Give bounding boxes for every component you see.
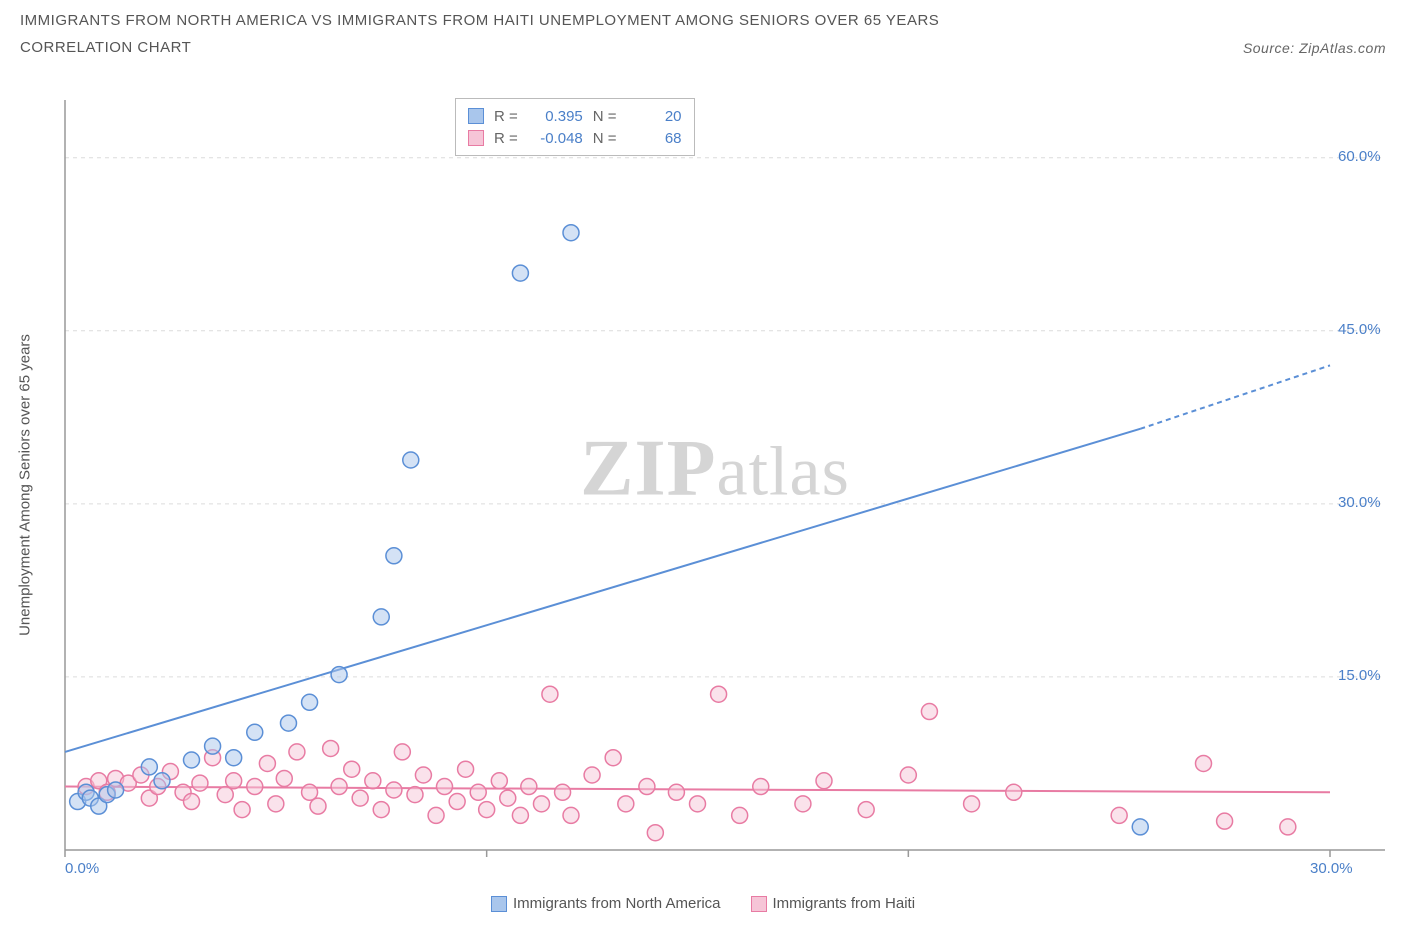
x-tick-label: 30.0% (1310, 860, 1353, 877)
legend-swatch-a-icon (491, 896, 507, 912)
legend-swatch-a (468, 108, 484, 124)
scatter-plot (60, 90, 1395, 880)
series-legend: Immigrants from North America Immigrants… (0, 895, 1406, 912)
legend-item-series-a: Immigrants from North America (491, 895, 721, 912)
chart-title: IMMIGRANTS FROM NORTH AMERICA VS IMMIGRA… (20, 12, 1386, 29)
x-tick-label: 0.0% (65, 860, 99, 877)
y-tick-label: 60.0% (1338, 148, 1381, 165)
legend-swatch-b (468, 130, 484, 146)
legend-row-series-a: R = 0.395 N = 20 (468, 105, 682, 127)
y-tick-label: 15.0% (1338, 667, 1381, 684)
legend-item-series-b: Immigrants from Haiti (751, 895, 916, 912)
legend-swatch-b-icon (751, 896, 767, 912)
correlation-legend-box: R = 0.395 N = 20 R = -0.048 N = 68 (455, 98, 695, 156)
legend-row-series-b: R = -0.048 N = 68 (468, 127, 682, 149)
y-axis-label: Unemployment Among Seniors over 65 years (17, 334, 34, 636)
chart-subtitle: CORRELATION CHART (20, 39, 191, 56)
chart-area: Unemployment Among Seniors over 65 years… (35, 90, 1395, 880)
y-tick-label: 30.0% (1338, 494, 1381, 511)
y-tick-label: 45.0% (1338, 321, 1381, 338)
source-attribution: Source: ZipAtlas.com (1243, 40, 1386, 56)
